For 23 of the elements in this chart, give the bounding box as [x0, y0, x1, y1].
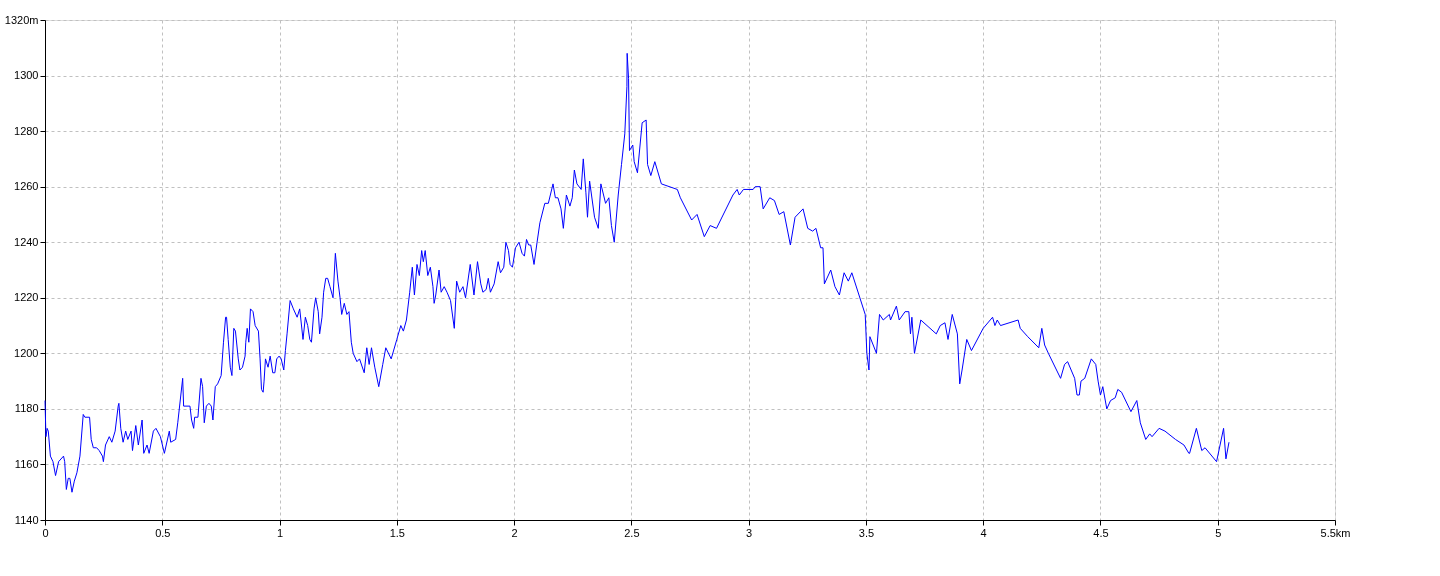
x-tick-label: 3: [746, 526, 753, 539]
x-tick-label: 1.5: [389, 526, 405, 539]
y-tick-label: 1240: [14, 235, 39, 248]
x-tick-label: 2.5: [624, 526, 640, 539]
y-tick-label: 1180: [14, 402, 39, 415]
y-tick-label: 1260: [14, 180, 39, 193]
x-tick-label: 0.5: [155, 526, 171, 539]
x-tick-label: 2: [511, 526, 518, 539]
y-tick-label: 1280: [14, 124, 39, 137]
line-series: [44, 52, 1230, 493]
y-tick-label: 1320m: [4, 13, 39, 26]
y-tick-label: 1200: [14, 346, 39, 359]
y-tick-label: 1220: [14, 291, 39, 304]
x-tick-label: 1: [276, 526, 284, 539]
y-tick-label: 1140: [14, 513, 39, 526]
x-tick-label: 5.5km: [1320, 526, 1351, 539]
x-tick-label: 4.5: [1093, 526, 1109, 539]
x-tick-label: 0: [42, 526, 49, 539]
x-tick-label: 3.5: [858, 526, 875, 539]
x-tick-label: 5: [1215, 526, 1222, 539]
y-tick-label: 1160: [14, 457, 39, 470]
y-tick-label: 1300: [14, 69, 39, 82]
x-tick-label: 4: [980, 526, 987, 539]
